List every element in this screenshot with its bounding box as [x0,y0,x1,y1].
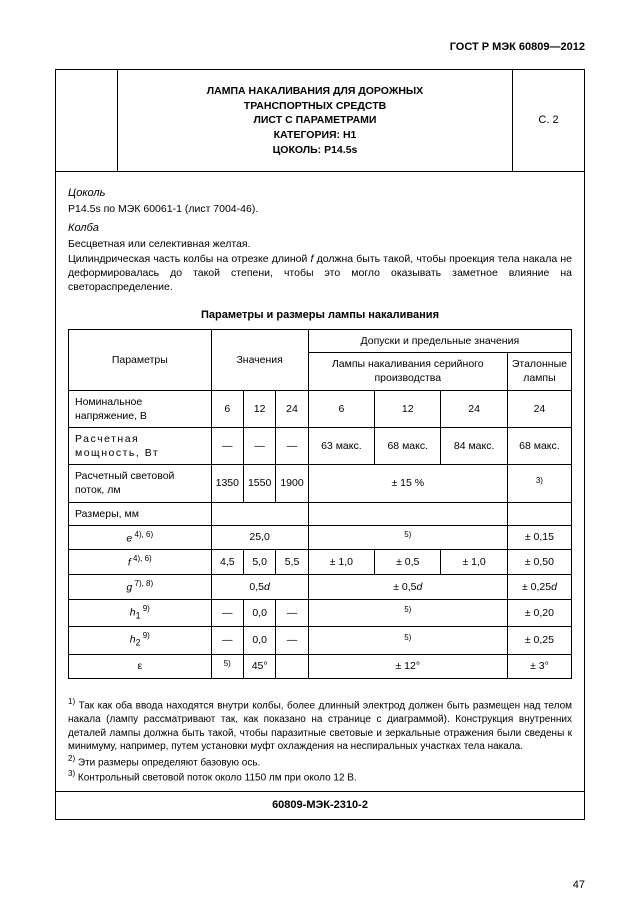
cap-section-text: Р14.5s по МЭК 60061-1 (лист 7004-46). [68,203,572,217]
footnote-3: 3) Контрольный световой поток около 1150… [68,769,572,785]
th-tolerances: Допуски и предельные значения [308,330,571,353]
row-flux: Расчетный световой поток, лм 1350 1550 1… [69,465,572,502]
body-content: Цоколь Р14.5s по МЭК 60061-1 (лист 7004-… [56,172,584,791]
page-number: 47 [573,878,585,893]
th-serial-lamps: Лампы накаливания серийного производства [308,353,507,390]
row-dims-header: Размеры, мм [69,502,572,525]
title-left-spacer [56,70,118,171]
th-values: Значения [211,330,308,391]
row-e: e 4), 6) 25,0 5) ± 0,15 [69,525,572,550]
document-standard-header: ГОСТ Р МЭК 60809—2012 [55,40,585,55]
title-center: ЛАМПА НАКАЛИВАНИЯ ДЛЯ ДОРОЖНЫХ ТРАНСПОРТ… [118,70,512,171]
row-h2: h2 9) — 0,0 — 5) ± 0,25 [69,627,572,654]
footnotes: 1) Так как оба ввода находятся внутри ко… [68,697,572,785]
title-line-5: ЦОКОЛЬ: Р14.5s [273,144,358,156]
row-eps: ε 5) 45° ± 12° ± 3° [69,654,572,679]
th-params: Параметры [69,330,212,391]
row-voltage: Номинальное напряжение, В 6 12 24 6 12 2… [69,390,572,427]
row-g: g 7), 8) 0,5d ± 0,5d ± 0,25d [69,575,572,600]
cap-section-label: Цоколь [68,186,572,201]
bulb-section-label: Колба [68,221,572,236]
bulb-line-2: Цилиндрическая часть колбы на отрезке дл… [68,253,572,294]
title-block: ЛАМПА НАКАЛИВАНИЯ ДЛЯ ДОРОЖНЫХ ТРАНСПОРТ… [56,70,584,172]
cell-power-label: Расчетная мощность, Вт [69,427,212,464]
bottom-doc-code: 60809-МЭК-2310-2 [56,791,584,819]
row-power: Расчетная мощность, Вт — — — 63 макс. 68… [69,427,572,464]
cell-voltage-label: Номинальное напряжение, В [69,390,212,427]
cell-flux-label: Расчетный световой поток, лм [69,465,212,502]
th-ref-lamps: Эталонные лампы [507,353,571,390]
title-line-2: ТРАНСПОРТНЫХ СРЕДСТВ [244,100,386,112]
title-line-1: ЛАМПА НАКАЛИВАНИЯ ДЛЯ ДОРОЖНЫХ [207,85,423,97]
title-line-4: КАТЕГОРИЯ: H1 [274,129,357,141]
bulb-line-1: Бесцветная или селективная желтая. [68,238,572,252]
row-h1: h1 9) — 0,0 — 5) ± 0,20 [69,599,572,626]
footnote-1: 1) Так как оба ввода находятся внутри ко… [68,697,572,753]
table-caption: Параметры и размеры лампы накаливания [68,308,572,323]
row-f: f 4), 6) 4,5 5,0 5,5 ± 1,0 ± 0,5 ± 1,0 ±… [69,550,572,575]
title-page-ref: С. 2 [512,70,584,171]
footnote-2: 2) Эти размеры определяют базовую ось. [68,754,572,770]
parameters-table: Параметры Значения Допуски и предельные … [68,329,572,679]
content-frame: ЛАМПА НАКАЛИВАНИЯ ДЛЯ ДОРОЖНЫХ ТРАНСПОРТ… [55,69,585,820]
title-line-3: ЛИСТ С ПАРАМЕТРАМИ [254,114,377,126]
cell-dims-label: Размеры, мм [69,502,212,525]
